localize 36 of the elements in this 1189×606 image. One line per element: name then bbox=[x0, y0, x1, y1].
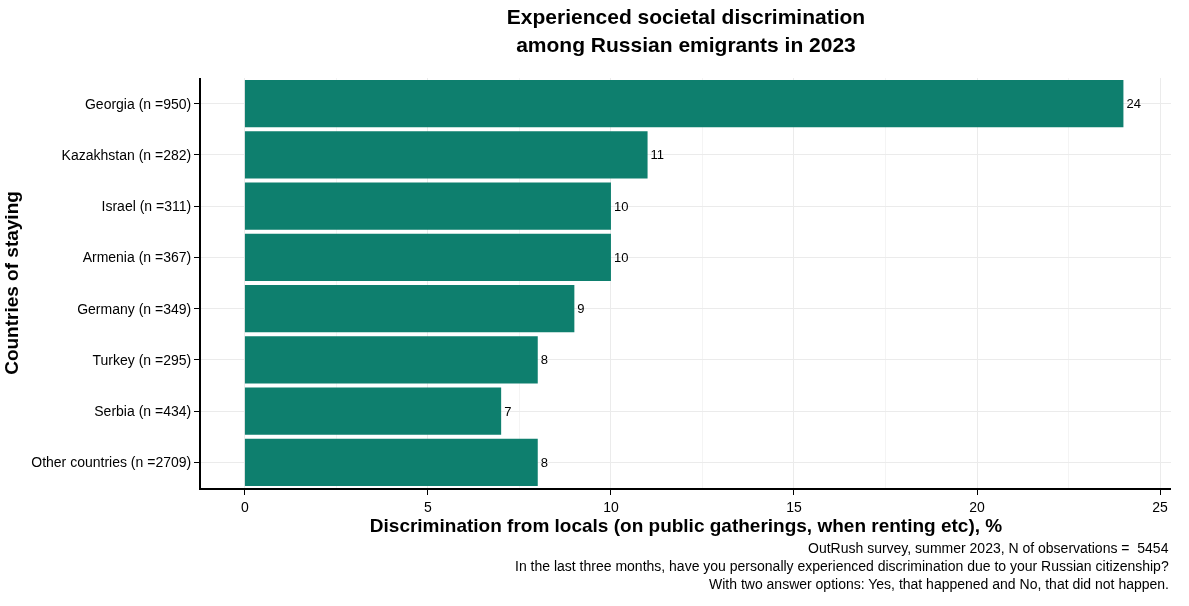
text: With two answer options: Yes, that happened and No, that did not happen. bbox=[709, 576, 1169, 592]
data-label: 7 bbox=[504, 403, 512, 419]
chart-title: Experienced societal discrimination among Russian emigrants in 2023 bbox=[506, 5, 866, 56]
bar bbox=[244, 80, 1124, 128]
bar bbox=[244, 233, 611, 281]
y-tick-label: Turkey (n =295) bbox=[92, 351, 192, 368]
data-label: 10 bbox=[613, 198, 629, 214]
x-tick-label: 15 bbox=[786, 498, 802, 515]
bar bbox=[244, 182, 611, 230]
bar bbox=[244, 438, 538, 486]
x-tick-label: 5 bbox=[424, 498, 433, 515]
y-tick-label: Germany (n =349) bbox=[77, 300, 192, 317]
bar bbox=[244, 387, 502, 435]
x-tick-label: 20 bbox=[969, 498, 985, 515]
y-axis-title: Countries of staying bbox=[0, 191, 22, 375]
bar bbox=[244, 285, 575, 333]
x-tick-label: 0 bbox=[241, 498, 250, 515]
data-label: 8 bbox=[540, 352, 548, 368]
text: OutRush survey, summer 2023, N of observations = 5454 bbox=[808, 540, 1169, 556]
data-label: 24 bbox=[1126, 96, 1141, 112]
bar bbox=[244, 131, 648, 179]
data-label: 10 bbox=[613, 249, 629, 265]
text: In the last three months, have you personally experienced discrimination due to your Russian citizenship? bbox=[515, 558, 1169, 574]
y-tick-label: Other countries (n =2709) bbox=[31, 454, 192, 471]
y-tick-label: Israel (n =311) bbox=[101, 198, 192, 215]
data-label: 9 bbox=[577, 301, 585, 317]
bar bbox=[244, 336, 538, 384]
x-tick-label: 25 bbox=[1152, 498, 1169, 515]
y-tick-label: Georgia (n =950) bbox=[84, 95, 192, 112]
data-label: 8 bbox=[540, 454, 548, 470]
y-tick-label: Armenia (n =367) bbox=[82, 249, 192, 266]
y-tick-label: Serbia (n =434) bbox=[94, 403, 192, 420]
data-label: 11 bbox=[650, 147, 665, 163]
x-axis-title: Discrimination from locals (on public gatherings, when renting etc), % bbox=[369, 514, 1003, 536]
x-tick-label: 10 bbox=[603, 498, 619, 515]
y-tick-label: Kazakhstan (n =282) bbox=[61, 146, 192, 163]
